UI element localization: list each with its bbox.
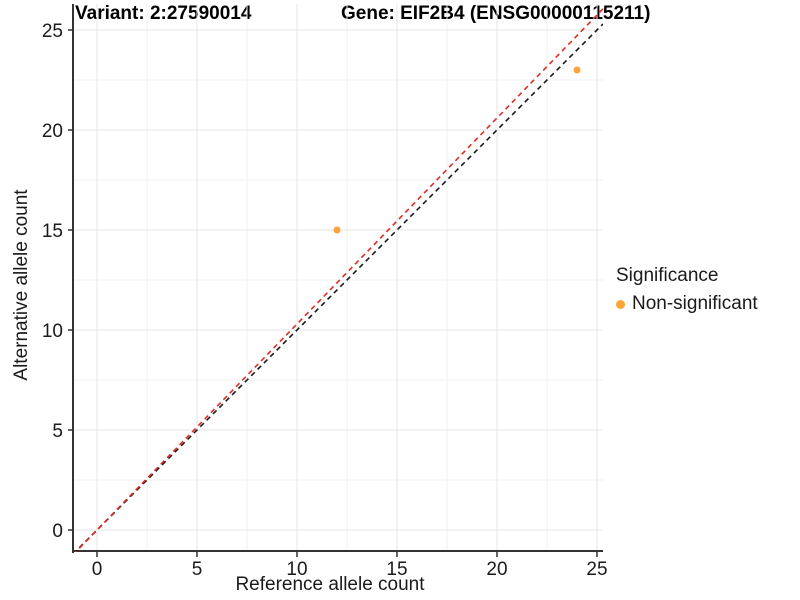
identity-line bbox=[73, 23, 603, 552]
legend-item: Non-significant bbox=[616, 292, 758, 316]
x-tick-label: 25 bbox=[586, 559, 607, 580]
data-point bbox=[573, 66, 581, 74]
y-tick-label: 0 bbox=[52, 521, 63, 542]
y-tick-label: 25 bbox=[42, 21, 63, 42]
y-tick-label: 20 bbox=[42, 121, 63, 142]
x-tick-label: 10 bbox=[286, 559, 307, 580]
gene-title: Gene: EIF2B4 (ENSG00000115211) bbox=[341, 3, 651, 24]
y-axis-title: Alternative allele count bbox=[11, 189, 32, 381]
legend-title: Significance bbox=[616, 265, 719, 286]
y-tick-label: 10 bbox=[42, 321, 63, 342]
axis-ticks bbox=[68, 29, 598, 557]
legend-item-label: Non-significant bbox=[632, 293, 758, 314]
x-axis-title: Reference allele count bbox=[235, 574, 425, 595]
x-tick-label: 5 bbox=[192, 559, 203, 580]
data-points bbox=[333, 66, 581, 234]
grid-major bbox=[73, 4, 603, 552]
grid-minor bbox=[73, 4, 603, 552]
x-tick-label: 0 bbox=[92, 559, 103, 580]
x-tick-label: 20 bbox=[486, 559, 507, 580]
fit-line bbox=[74, 8, 603, 552]
x-tick-label: 15 bbox=[386, 559, 407, 580]
y-tick-label: 5 bbox=[52, 421, 63, 442]
data-point bbox=[333, 226, 341, 234]
y-tick-label: 15 bbox=[42, 221, 63, 242]
variant-title: Variant: 2:27590014 bbox=[75, 3, 252, 24]
axis-tick-labels: 0 5 10 15 20 25 0 5 10 15 20 25 bbox=[42, 21, 608, 580]
legend-point-icon bbox=[616, 299, 625, 309]
legend: Significance Non-significant bbox=[616, 265, 758, 316]
